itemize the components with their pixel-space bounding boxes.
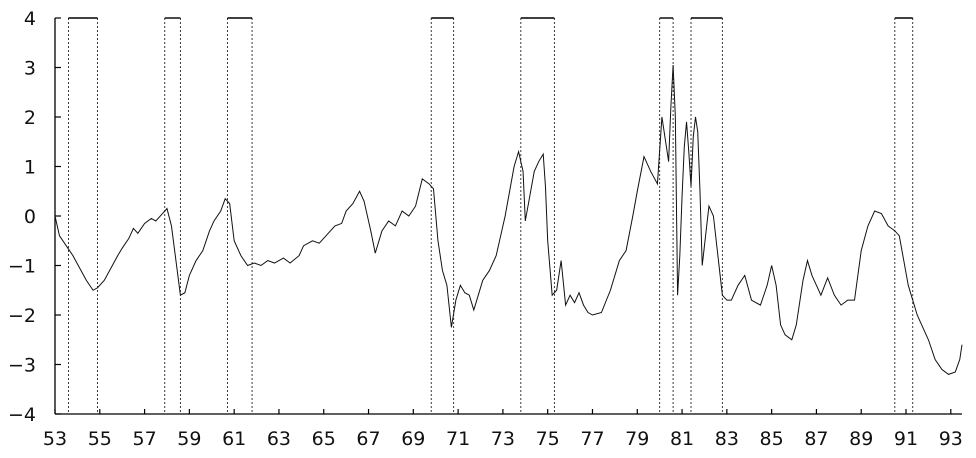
y-tick-label: 0 [24, 206, 36, 228]
x-axis-ticks: 53 55 57 59 61 63 65 67 69 71 73 75 77 79 81 83 85 87 89 91… [43, 409, 963, 450]
x-tick-label: 71 [446, 428, 470, 450]
x-tick-label: 75 [536, 428, 560, 450]
x-tick-label: 85 [760, 428, 784, 450]
recession-band [520, 17, 555, 414]
y-tick-label: −1 [8, 256, 36, 278]
recession-band [690, 17, 723, 414]
recession-band [226, 17, 253, 414]
y-tick-label: 3 [24, 58, 36, 80]
y-axis-ticks: 4 3 2 1 0 −1 −2 −3 −4 [8, 8, 61, 426]
x-tick-label: 87 [804, 428, 828, 450]
x-tick-label: 79 [625, 428, 649, 450]
y-tick-label: 1 [24, 157, 36, 179]
x-tick-label: 61 [222, 428, 246, 450]
x-tick-label: 89 [849, 428, 873, 450]
y-tick-label: −3 [8, 355, 36, 377]
y-tick-label: −4 [8, 404, 36, 426]
recession-bands [67, 17, 914, 414]
x-tick-label: 53 [43, 428, 67, 450]
x-tick-label: 73 [491, 428, 515, 450]
recession-band [894, 17, 914, 414]
x-tick-label: 63 [267, 428, 291, 450]
x-tick-label: 55 [88, 428, 112, 450]
x-tick-label: 59 [177, 428, 201, 450]
recession-band [430, 17, 455, 414]
x-tick-label: 65 [312, 428, 336, 450]
x-tick-label: 83 [715, 428, 739, 450]
recession-band [67, 17, 99, 414]
series-line [54, 65, 963, 375]
x-tick-label: 81 [670, 428, 694, 450]
recession-band [659, 17, 674, 414]
y-tick-label: 2 [24, 107, 36, 129]
x-tick-label: 91 [894, 428, 918, 450]
x-tick-label: 57 [132, 428, 156, 450]
recession-band [164, 17, 181, 414]
x-tick-label: 67 [356, 428, 380, 450]
x-tick-label: 77 [580, 428, 604, 450]
x-tick-label: 93 [939, 428, 963, 450]
x-tick-label: 69 [401, 428, 425, 450]
y-tick-label: −2 [8, 305, 36, 327]
y-tick-label: 4 [24, 8, 36, 30]
